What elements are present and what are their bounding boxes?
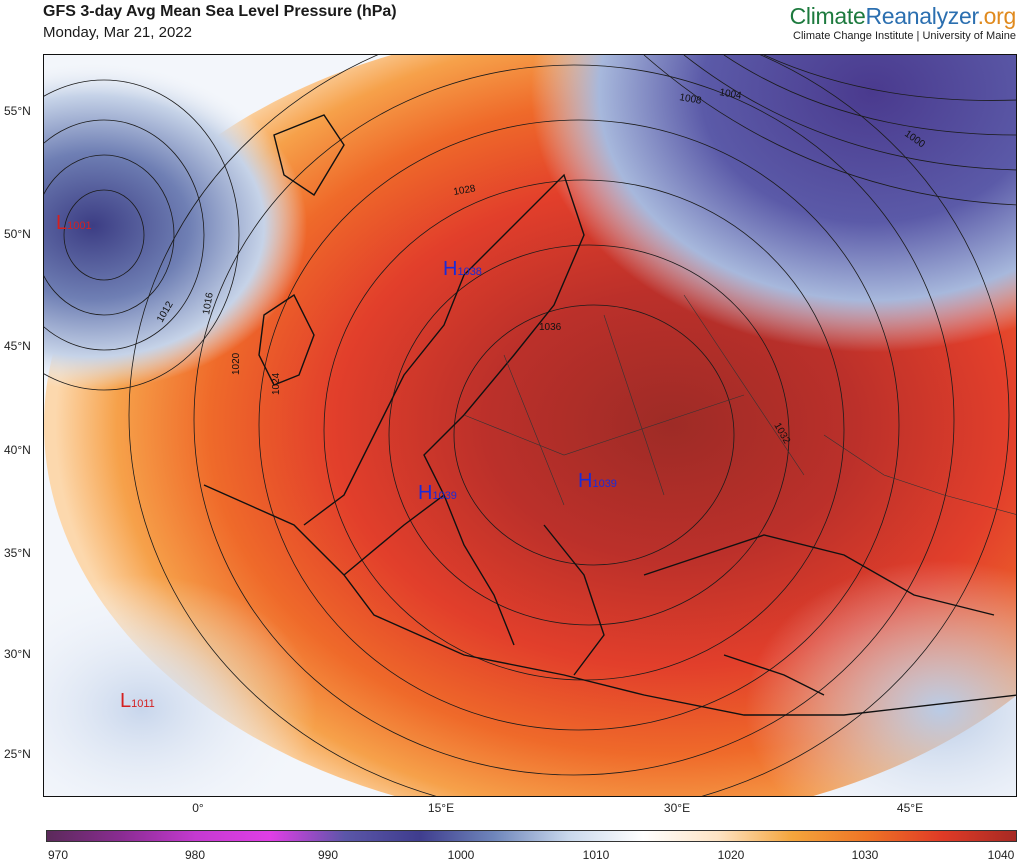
coastlines xyxy=(203,114,1016,716)
lon-label: 15°E xyxy=(427,801,455,815)
map-title: GFS 3-day Avg Mean Sea Level Pressure (h… xyxy=(43,3,397,20)
colorbar-tick: 1030 xyxy=(851,848,879,862)
colorbar-tick: 980 xyxy=(184,848,206,862)
pressure-map-svg: 1012 1016 1020 1024 1028 1032 1036 1008 … xyxy=(44,55,1016,796)
lon-label: 30°E xyxy=(663,801,691,815)
colorbar-tick: 970 xyxy=(47,848,69,862)
lat-label: 30°N xyxy=(4,647,31,661)
isobar-labels: 1012 1016 1020 1024 1028 1032 1036 1008 … xyxy=(155,87,927,446)
isobar-label: 1016 xyxy=(201,291,216,315)
lat-label: 25°N xyxy=(4,747,31,761)
colorbar-tick: 1010 xyxy=(582,848,610,862)
colorbar-tick: 1020 xyxy=(717,848,745,862)
isobar-label: 1020 xyxy=(231,352,242,375)
pressure-center-low: L1001 xyxy=(56,212,92,235)
map-date: Monday, Mar 21, 2022 xyxy=(43,24,192,41)
lon-label: 45°E xyxy=(896,801,924,815)
pressure-center-type: H xyxy=(418,482,433,504)
colorbar-tick: 1000 xyxy=(447,848,475,862)
isobar-label: 1036 xyxy=(539,322,562,333)
pressure-center-high: H1039 xyxy=(578,470,617,493)
brand-part-3: .org xyxy=(977,3,1017,29)
brand-part-1: Climate xyxy=(789,3,866,29)
country-borders xyxy=(463,294,1016,515)
lat-label: 45°N xyxy=(4,339,31,353)
lon-label: 0° xyxy=(192,801,204,815)
pressure-colorbar xyxy=(46,830,1017,842)
pressure-center-low: L1011 xyxy=(120,690,155,713)
pressure-map: 1012 1016 1020 1024 1028 1032 1036 1008 … xyxy=(43,54,1017,797)
brand-part-2: Reanalyzer xyxy=(865,3,978,29)
pressure-center-type: L xyxy=(120,690,132,712)
institution-credit: Climate Change Institute | University of… xyxy=(793,30,1016,42)
pressure-center-type: H xyxy=(443,258,458,280)
isobar-label: 1028 xyxy=(453,183,477,198)
isobar-label: 1024 xyxy=(271,372,282,395)
pressure-center-value: 1038 xyxy=(457,266,482,278)
lat-label: 35°N xyxy=(4,546,31,560)
lat-label: 40°N xyxy=(4,443,31,457)
pressure-center-value: 1039 xyxy=(432,490,457,502)
colorbar-tick: 1040 xyxy=(987,848,1015,862)
isobar-label: 1004 xyxy=(718,87,742,102)
pressure-center-high: H1038 xyxy=(443,258,482,281)
pressure-center-value: 1011 xyxy=(131,698,155,710)
brand-logo[interactable]: ClimateReanalyzer.org xyxy=(789,3,1017,30)
lat-label: 50°N xyxy=(4,227,31,241)
pressure-center-type: L xyxy=(56,212,68,234)
pressure-center-high: H1039 xyxy=(418,482,457,505)
lat-label: 55°N xyxy=(4,104,31,118)
pressure-center-value: 1001 xyxy=(67,220,92,232)
pressure-center-value: 1039 xyxy=(592,478,617,490)
pressure-center-type: H xyxy=(578,470,593,492)
isobar-label: 1008 xyxy=(678,92,702,107)
colorbar-tick: 990 xyxy=(317,848,339,862)
